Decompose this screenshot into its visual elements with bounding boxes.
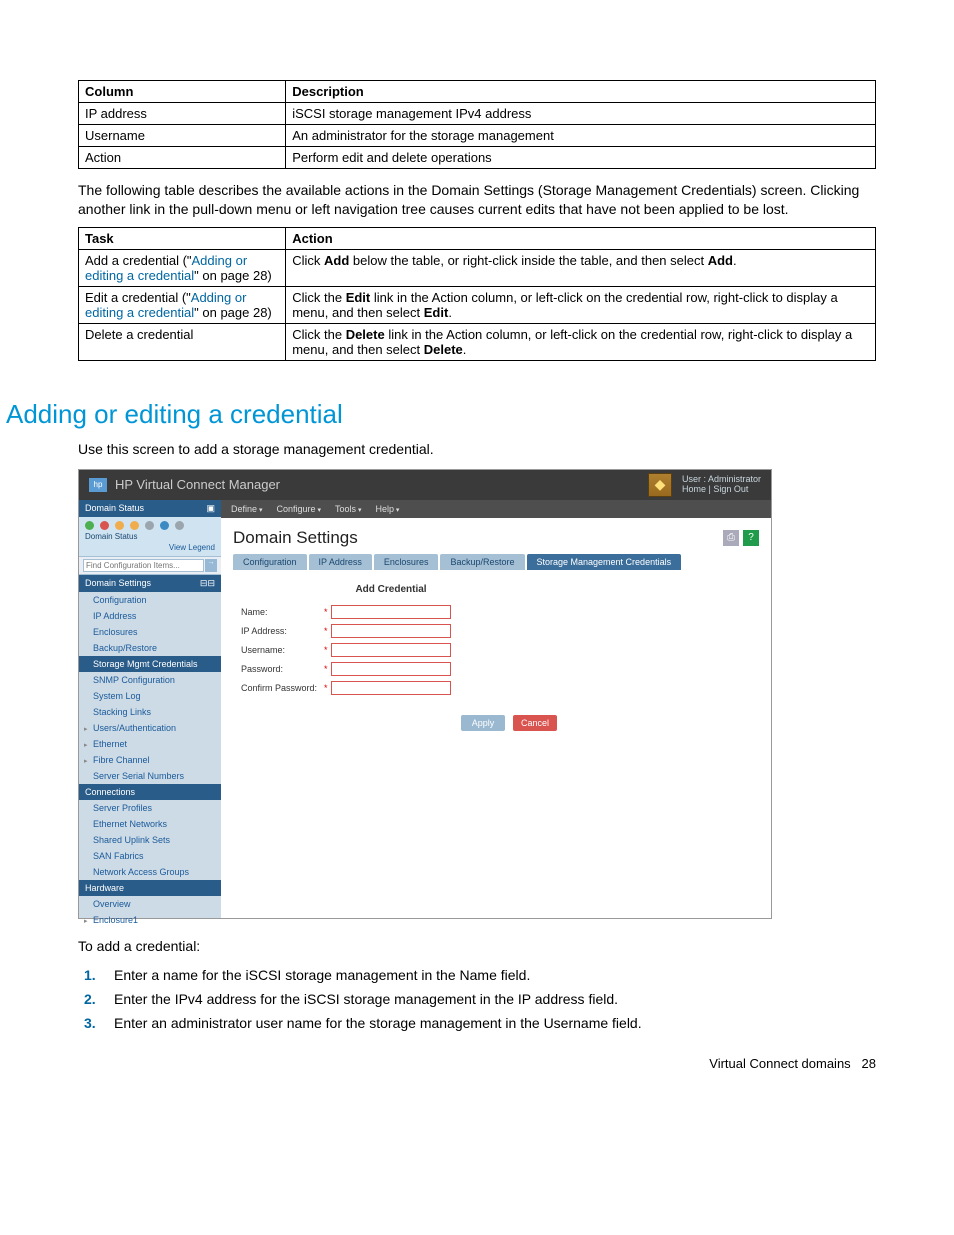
- nav-system-log[interactable]: System Log: [79, 688, 221, 704]
- nav-server-profiles[interactable]: Server Profiles: [79, 800, 221, 816]
- header-graphic-icon: ◆: [648, 473, 672, 497]
- page-footer: Virtual Connect domains 28: [709, 1056, 876, 1071]
- ip-address-field[interactable]: [331, 624, 451, 638]
- view-legend-link[interactable]: View Legend: [85, 543, 215, 552]
- name-field[interactable]: [331, 605, 451, 619]
- nav-san-fabrics[interactable]: SAN Fabrics: [79, 848, 221, 864]
- help-icon[interactable]: ?: [743, 530, 759, 546]
- tab-backup-restore[interactable]: Backup/Restore: [440, 554, 524, 570]
- home-signout-links[interactable]: Home | Sign Out: [682, 485, 761, 495]
- menu-help[interactable]: Help: [375, 504, 399, 514]
- nav-snmp[interactable]: SNMP Configuration: [79, 672, 221, 688]
- nav-ip-address[interactable]: IP Address: [79, 608, 221, 624]
- nav-fibre-channel[interactable]: Fibre Channel: [79, 752, 221, 768]
- section-intro: Use this screen to add a storage managem…: [78, 440, 876, 459]
- tab-storage-mgmt[interactable]: Storage Management Credentials: [527, 554, 682, 570]
- nav-overview[interactable]: Overview: [79, 896, 221, 912]
- nav-enclosure1[interactable]: Enclosure1: [79, 912, 221, 928]
- nav-ethernet[interactable]: Ethernet: [79, 736, 221, 752]
- nav-storage-mgmt[interactable]: Storage Mgmt Credentials: [79, 656, 221, 672]
- cancel-button[interactable]: Cancel: [513, 715, 557, 731]
- nav-serial[interactable]: Server Serial Numbers: [79, 768, 221, 784]
- tab-enclosures[interactable]: Enclosures: [374, 554, 439, 570]
- password-field[interactable]: [331, 662, 451, 676]
- status-icons: Domain Status View Legend: [79, 517, 221, 557]
- nav-enclosures[interactable]: Enclosures: [79, 624, 221, 640]
- steps-intro: To add a credential:: [78, 937, 876, 956]
- collapse-icon[interactable]: ▣: [206, 503, 215, 514]
- nav-stacking-links[interactable]: Stacking Links: [79, 704, 221, 720]
- actions-table: Task Action Add a credential ("Adding or…: [78, 227, 876, 361]
- nav-configuration[interactable]: Configuration: [79, 592, 221, 608]
- th-description: Description: [286, 81, 876, 103]
- th-column: Column: [79, 81, 286, 103]
- nav-users-auth[interactable]: Users/Authentication: [79, 720, 221, 736]
- form-title: Add Credential: [241, 584, 541, 595]
- confirm-password-field[interactable]: [331, 681, 451, 695]
- intro-para: The following table describes the availa…: [78, 181, 876, 219]
- steps-list: 1.Enter a name for the iSCSI storage man…: [78, 964, 876, 1035]
- nav-net-access-groups[interactable]: Network Access Groups: [79, 864, 221, 880]
- username-field[interactable]: [331, 643, 451, 657]
- print-icon[interactable]: ⎙: [723, 530, 739, 546]
- find-input[interactable]: [83, 559, 204, 572]
- tab-configuration[interactable]: Configuration: [233, 554, 307, 570]
- page-title: Domain Settings: [233, 528, 358, 548]
- apply-button[interactable]: Apply: [461, 715, 505, 731]
- menu-define[interactable]: Define: [231, 504, 262, 514]
- app-title: HP Virtual Connect Manager: [115, 477, 280, 492]
- nav-shared-uplink[interactable]: Shared Uplink Sets: [79, 832, 221, 848]
- section-heading: Adding or editing a credential: [6, 399, 876, 430]
- nav-backup-restore[interactable]: Backup/Restore: [79, 640, 221, 656]
- menu-tools[interactable]: Tools: [335, 504, 361, 514]
- find-go-button[interactable]: →: [205, 559, 217, 572]
- tab-ip-address[interactable]: IP Address: [309, 554, 372, 570]
- nav-eth-networks[interactable]: Ethernet Networks: [79, 816, 221, 832]
- menu-configure[interactable]: Configure: [276, 504, 321, 514]
- screenshot-panel: hp HP Virtual Connect Manager ◆ User : A…: [78, 469, 772, 919]
- hp-logo-icon: hp: [89, 478, 107, 492]
- nav-toggle-icon[interactable]: ⊟⊟: [200, 578, 215, 589]
- columns-table: Column Description IP addressiSCSI stora…: [78, 80, 876, 169]
